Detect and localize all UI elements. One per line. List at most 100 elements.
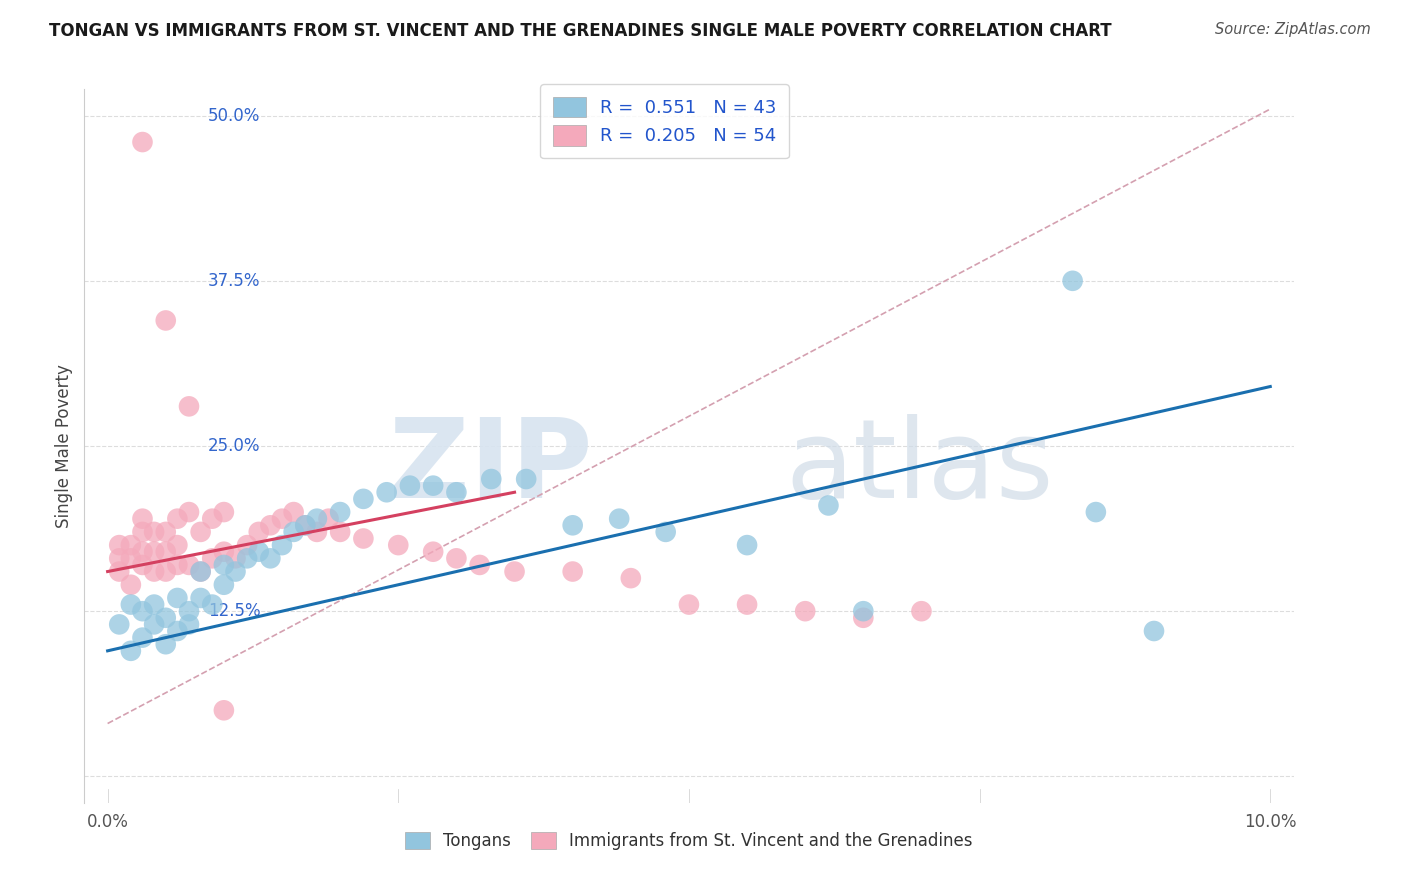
Point: [190, 591, 212, 605]
Point: [155, 611, 177, 625]
Point: [166, 558, 188, 572]
Point: [143, 545, 166, 559]
Text: ZIP: ZIP: [389, 414, 592, 521]
Point: [236, 538, 259, 552]
Text: Source: ZipAtlas.com: Source: ZipAtlas.com: [1215, 22, 1371, 37]
Point: [212, 578, 235, 592]
Point: [177, 400, 200, 414]
Point: [120, 578, 142, 592]
Point: [212, 505, 235, 519]
Point: [131, 545, 153, 559]
Text: TONGAN VS IMMIGRANTS FROM ST. VINCENT AND THE GRENADINES SINGLE MALE POVERTY COR: TONGAN VS IMMIGRANTS FROM ST. VINCENT AN…: [49, 22, 1112, 40]
Point: [120, 538, 142, 552]
Point: [212, 558, 235, 572]
Text: 37.5%: 37.5%: [208, 272, 260, 290]
Point: [166, 591, 188, 605]
Point: [283, 524, 305, 539]
Point: [1062, 274, 1084, 288]
Point: [131, 524, 153, 539]
Point: [515, 472, 537, 486]
Point: [131, 604, 153, 618]
Point: [561, 565, 583, 579]
Point: [387, 538, 409, 552]
Point: [236, 551, 259, 566]
Point: [910, 604, 932, 618]
Point: [155, 565, 177, 579]
Point: [852, 611, 875, 625]
Text: 25.0%: 25.0%: [208, 437, 260, 455]
Point: [190, 524, 212, 539]
Point: [108, 538, 131, 552]
Point: [352, 532, 374, 546]
Point: [654, 524, 676, 539]
Point: [422, 478, 444, 492]
Point: [166, 624, 188, 638]
Legend: Tongans, Immigrants from St. Vincent and the Grenadines: Tongans, Immigrants from St. Vincent and…: [396, 824, 981, 859]
Point: [201, 511, 224, 525]
Y-axis label: Single Male Poverty: Single Male Poverty: [55, 364, 73, 528]
Point: [294, 518, 316, 533]
Point: [225, 551, 247, 566]
Point: [166, 538, 188, 552]
Text: atlas: atlas: [786, 414, 1054, 521]
Point: [120, 644, 142, 658]
Point: [318, 511, 340, 525]
Point: [305, 511, 328, 525]
Point: [131, 558, 153, 572]
Point: [120, 598, 142, 612]
Point: [131, 511, 153, 525]
Point: [259, 518, 281, 533]
Point: [329, 524, 352, 539]
Point: [177, 617, 200, 632]
Point: [131, 135, 153, 149]
Point: [561, 518, 583, 533]
Point: [1084, 505, 1107, 519]
Point: [247, 545, 270, 559]
Point: [620, 571, 643, 585]
Point: [794, 604, 817, 618]
Point: [201, 551, 224, 566]
Point: [735, 598, 758, 612]
Point: [468, 558, 491, 572]
Point: [131, 631, 153, 645]
Point: [190, 565, 212, 579]
Point: [225, 565, 247, 579]
Point: [399, 478, 422, 492]
Point: [201, 598, 224, 612]
Point: [271, 511, 294, 525]
Text: 50.0%: 50.0%: [208, 107, 260, 125]
Point: [678, 598, 700, 612]
Point: [305, 524, 328, 539]
Point: [375, 485, 398, 500]
Point: [271, 538, 294, 552]
Point: [283, 505, 305, 519]
Point: [190, 565, 212, 579]
Point: [503, 565, 526, 579]
Point: [446, 485, 468, 500]
Point: [422, 545, 444, 559]
Point: [108, 565, 131, 579]
Point: [259, 551, 281, 566]
Point: [735, 538, 758, 552]
Point: [108, 551, 131, 566]
Point: [155, 545, 177, 559]
Point: [155, 313, 177, 327]
Point: [120, 551, 142, 566]
Point: [1143, 624, 1166, 638]
Point: [446, 551, 468, 566]
Point: [212, 703, 235, 717]
Point: [607, 511, 630, 525]
Point: [479, 472, 502, 486]
Point: [143, 598, 166, 612]
Point: [329, 505, 352, 519]
Point: [108, 617, 131, 632]
Point: [143, 524, 166, 539]
Point: [143, 617, 166, 632]
Point: [166, 511, 188, 525]
Point: [247, 524, 270, 539]
Point: [852, 604, 875, 618]
Point: [212, 545, 235, 559]
Point: [177, 604, 200, 618]
Point: [352, 491, 374, 506]
Point: [177, 558, 200, 572]
